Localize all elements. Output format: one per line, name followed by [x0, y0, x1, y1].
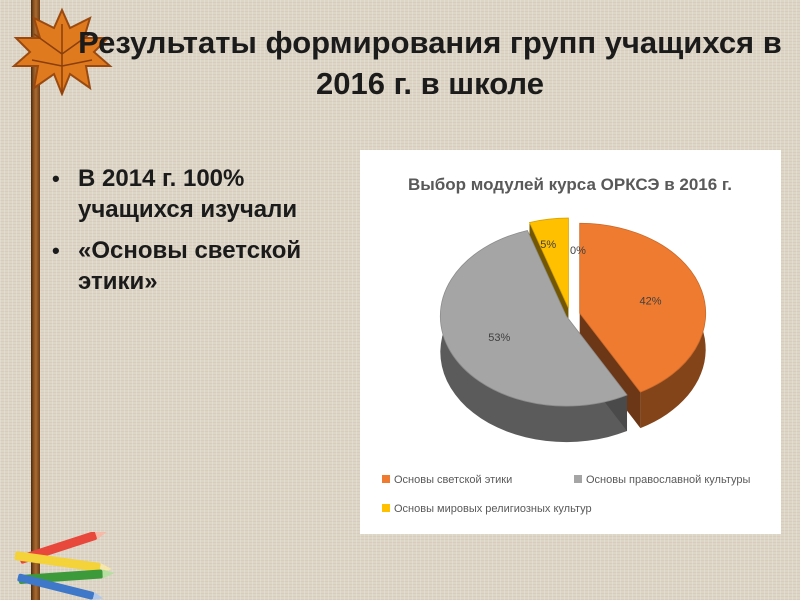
bullet-dot-icon: •	[52, 166, 60, 191]
data-label: 0%	[570, 245, 586, 257]
legend-label: Основы православной культуры	[586, 474, 750, 486]
legend-swatch	[382, 475, 390, 483]
autumn-leaf-icon	[11, 7, 113, 96]
pie-slice-wall	[579, 223, 641, 429]
pie-slice	[579, 222, 707, 393]
data-label: 5%	[540, 239, 556, 251]
legend-label: Основы мировых религиозных культур	[394, 503, 592, 515]
slide-title: Результаты формирования групп учащихся в…	[78, 25, 782, 101]
pie-slice	[528, 217, 569, 309]
bullet-item: • В 2014 г. 100% учащихся изучали	[48, 163, 318, 225]
legend-swatch	[574, 475, 582, 483]
chart-title: Выбор модулей курса ОРКСЭ в 2016 г.	[408, 175, 732, 194]
wooden-bar-decoration	[31, 0, 40, 600]
legend-label: Основы светской этики	[394, 474, 512, 486]
bullet-text: В 2014 г. 100% учащихся изучали	[78, 165, 298, 223]
pie-chart: 42% 53% 5% 0% Выбор модулей курса ОРКСЭ в 2…	[360, 150, 781, 534]
bullet-text: «Основы светской этики»	[78, 237, 302, 295]
data-label: 53%	[488, 332, 510, 344]
crayons-icon	[14, 532, 115, 600]
bullet-dot-icon: •	[52, 238, 60, 263]
bullet-item: • «Основы светской этики»	[48, 235, 318, 297]
data-label: 42%	[639, 295, 661, 307]
pie-slice-side	[440, 230, 627, 443]
bullet-list: • В 2014 г. 100% учащихся изучали • «Основ…	[48, 163, 318, 307]
pie-chart-svg: 42% 53% 5% 0% Выбор модулей курса ОРКСЭ в 2…	[382, 175, 750, 515]
legend-swatch	[382, 504, 390, 512]
pie-slice	[439, 230, 628, 407]
